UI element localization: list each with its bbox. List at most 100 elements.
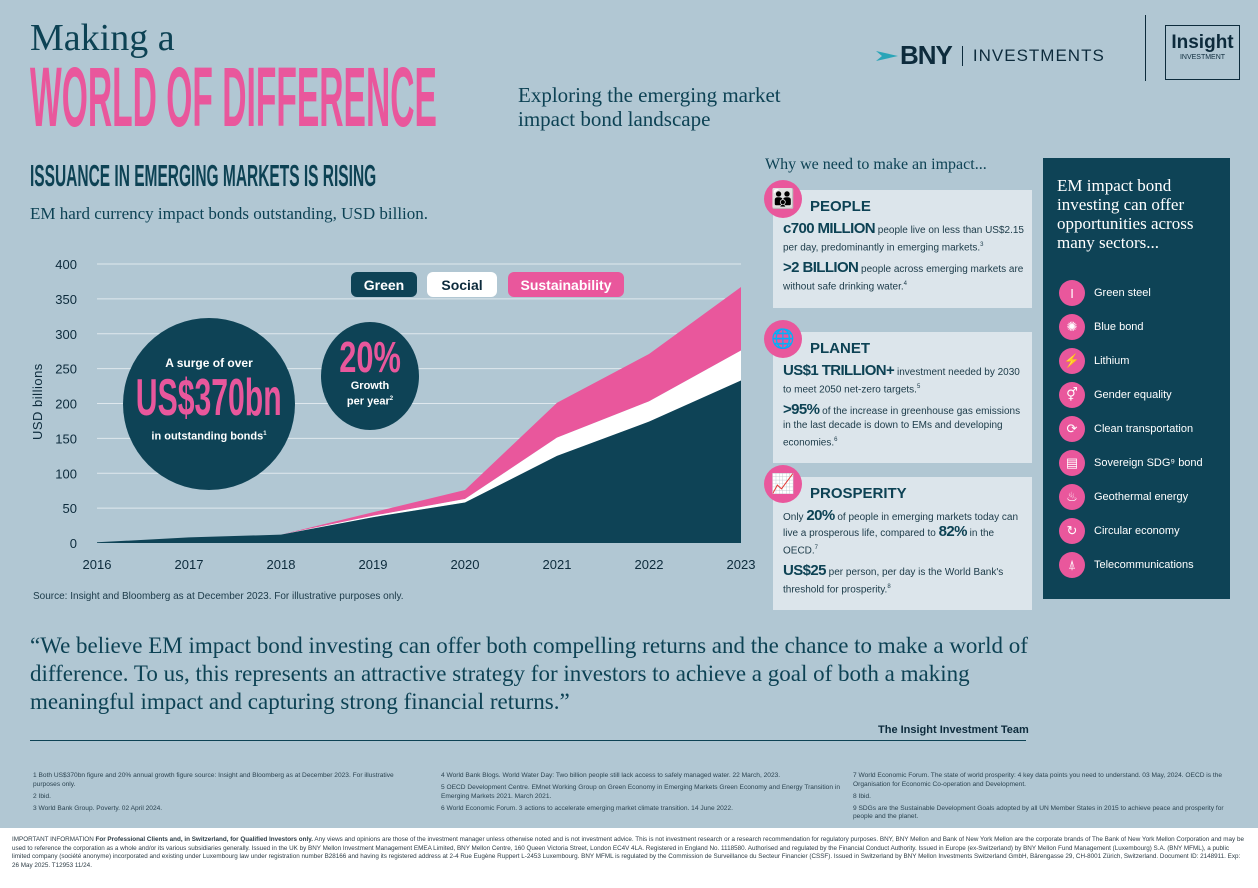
footnote-ref: 3 [980, 242, 984, 248]
people-icon: 👪 [764, 180, 802, 218]
card-title: PROSPERITY [810, 485, 907, 502]
sector-label: Geothermal energy [1094, 491, 1189, 503]
footnotes-col-1: 1 Both US$370bn figure and 20% annual gr… [33, 772, 413, 817]
y-tick-label: 200 [55, 397, 77, 412]
sector-item: ↻ Circular economy [1059, 518, 1180, 544]
x-tick-label: 2023 [727, 557, 756, 572]
stat: >2 BILLION people across emerging market… [783, 259, 1024, 294]
subtitle-line: impact bond landscape [518, 107, 711, 131]
sector-item: ⟳ Clean transportation [1059, 416, 1193, 442]
stat-text: investment needed by 2030 to meet 2050 n… [783, 367, 1020, 396]
stat-text: of people in emerging markets today can … [783, 512, 1019, 539]
legend-social: Social [427, 272, 497, 297]
footnote-ref: 2 [389, 396, 394, 402]
quote-rule [30, 740, 1026, 741]
x-tick-label: 2021 [543, 557, 572, 572]
x-tick-label: 2022 [635, 557, 664, 572]
y-tick-label: 50 [63, 501, 77, 516]
important-label: IMPORTANT INFORMATION [12, 836, 94, 843]
stat-text: in the OECD. [783, 528, 995, 557]
area-green [97, 380, 741, 543]
impact-heading: Why we need to make an impact... [765, 156, 987, 173]
footnote-ref: 5 [916, 384, 921, 390]
bny-arrow-icon [876, 50, 898, 61]
bny-wordmark: BNY [900, 40, 953, 70]
stat-big: 82% [938, 523, 968, 540]
stat: c700 MILLION people live on less than US… [783, 221, 1024, 255]
prosperity-card: PROSPERITY Only 20% of people in emergin… [773, 477, 1032, 610]
x-tick-label: 2019 [359, 557, 388, 572]
surge-value: US$370bn [136, 369, 282, 427]
sector-item: ♨ Geothermal energy [1059, 484, 1188, 510]
x-tick-label: 2016 [83, 557, 112, 572]
surge-callout: A surge of over US$370bn in outstanding … [123, 318, 295, 490]
title-kicker: Making a [30, 17, 175, 59]
y-tick-label: 100 [55, 466, 77, 481]
y-tick-label: 150 [55, 431, 77, 446]
footnote: 7 World Economic Forum. The state of wor… [853, 772, 1223, 788]
sector-label: Gender equality [1094, 389, 1172, 401]
main-title: WORLD OF DIFFERENCE [30, 50, 437, 144]
document-icon: ▤ [1059, 450, 1085, 476]
surge-bottom: in outstanding bonds [151, 430, 264, 443]
sector-item: ⚥ Gender equality [1059, 382, 1172, 408]
footnote-ref: 7 [814, 545, 819, 551]
chart-source: Source: Insight and Bloomberg as at Dece… [33, 591, 404, 602]
chart-subheading: EM hard currency impact bonds outstandin… [30, 204, 429, 223]
gender-icon: ⚥ [1059, 382, 1085, 408]
footnote: 9 SDGs are the Sustainable Development G… [853, 804, 1224, 821]
stat-text: people live on less than US$2.15 per day… [783, 225, 1024, 254]
footnotes-col-2: 4 World Bank Blogs. World Water Day: Two… [441, 772, 841, 817]
footnote: 4 World Bank Blogs. World Water Day: Two… [441, 772, 781, 779]
battery-icon: ⚡ [1059, 348, 1085, 374]
stat: >95% of the increase in greenhouse gas e… [783, 401, 1024, 450]
footnote: 2 Ibid. [33, 792, 51, 800]
stat: US$25 per person, per day is the World B… [783, 563, 1024, 597]
growth-callout: 20% Growth per year2 [321, 322, 419, 430]
y-tick-label: 250 [55, 362, 77, 377]
bny-investments-text: INVESTMENTS [972, 45, 1105, 65]
important-text: Any views and opinions are those of the … [12, 836, 1244, 869]
sectors-heading: EM impact bond investing can offer oppor… [1057, 176, 1194, 252]
y-tick-label: 400 [55, 257, 77, 272]
antenna-icon: ⍋ [1059, 552, 1085, 578]
sector-label: Clean transportation [1094, 423, 1194, 435]
subtitle: Exploring the emerging market impact bon… [518, 83, 781, 131]
people-card: PEOPLE c700 MILLION people live on less … [773, 190, 1032, 308]
card-title: PEOPLE [810, 198, 871, 215]
footnote: 1 Both US$370bn figure and 20% annual gr… [33, 772, 394, 788]
insight-sub: INVESTMENT [1179, 54, 1226, 61]
y-tick-label: 0 [70, 536, 77, 551]
stat-big: >2 BILLION [783, 259, 859, 277]
sector-label: Telecommunications [1094, 559, 1194, 571]
divider [961, 45, 963, 66]
bny-logo: BNY INVESTMENTS [876, 40, 1105, 71]
geothermal-icon: ♨ [1059, 484, 1085, 510]
sector-item: ⍋ Telecommunications [1059, 552, 1194, 578]
sector-item: ✺ Blue bond [1059, 314, 1144, 340]
footnote: 5 OECD Development Centre. EMnet Working… [441, 784, 840, 800]
x-tick-label: 2017 [175, 557, 204, 572]
sector-label: Circular economy [1094, 525, 1180, 537]
quote-text: “We believe EM impact bond investing can… [30, 633, 1028, 714]
quote-attribution: The Insight Investment Team [878, 724, 1029, 736]
stat-text: Only [783, 512, 804, 523]
footnotes-col-3: 7 World Economic Forum. The state of wor… [853, 772, 1243, 825]
chart-heading: ISSUANCE IN EMERGING MARKETS IS RISING [30, 158, 377, 193]
insight-logo: Insight INVESTMENT [1165, 25, 1240, 80]
sector-label: Sovereign SDG⁹ bond [1094, 457, 1203, 469]
area-sustainability [97, 287, 741, 543]
stat: US$1 TRILLION+ investment needed by 2030… [783, 363, 1024, 397]
stat-text: of the increase in greenhouse gas emissi… [783, 406, 1021, 449]
growth-line: Growth [350, 380, 390, 392]
footnote: 6 World Economic Forum. 3 actions to acc… [441, 804, 733, 812]
stat-big: >95% [783, 401, 820, 419]
y-tick-label: 350 [55, 292, 77, 307]
legend-green: Green [351, 272, 417, 297]
legend-sustainability: Sustainability [508, 272, 624, 297]
footnote-ref: 1 [263, 431, 267, 437]
planet-card: PLANET US$1 TRILLION+ investment needed … [773, 332, 1032, 463]
sector-item: ▤ Sovereign SDG⁹ bond [1059, 450, 1203, 476]
sector-label: Lithium [1094, 355, 1130, 367]
